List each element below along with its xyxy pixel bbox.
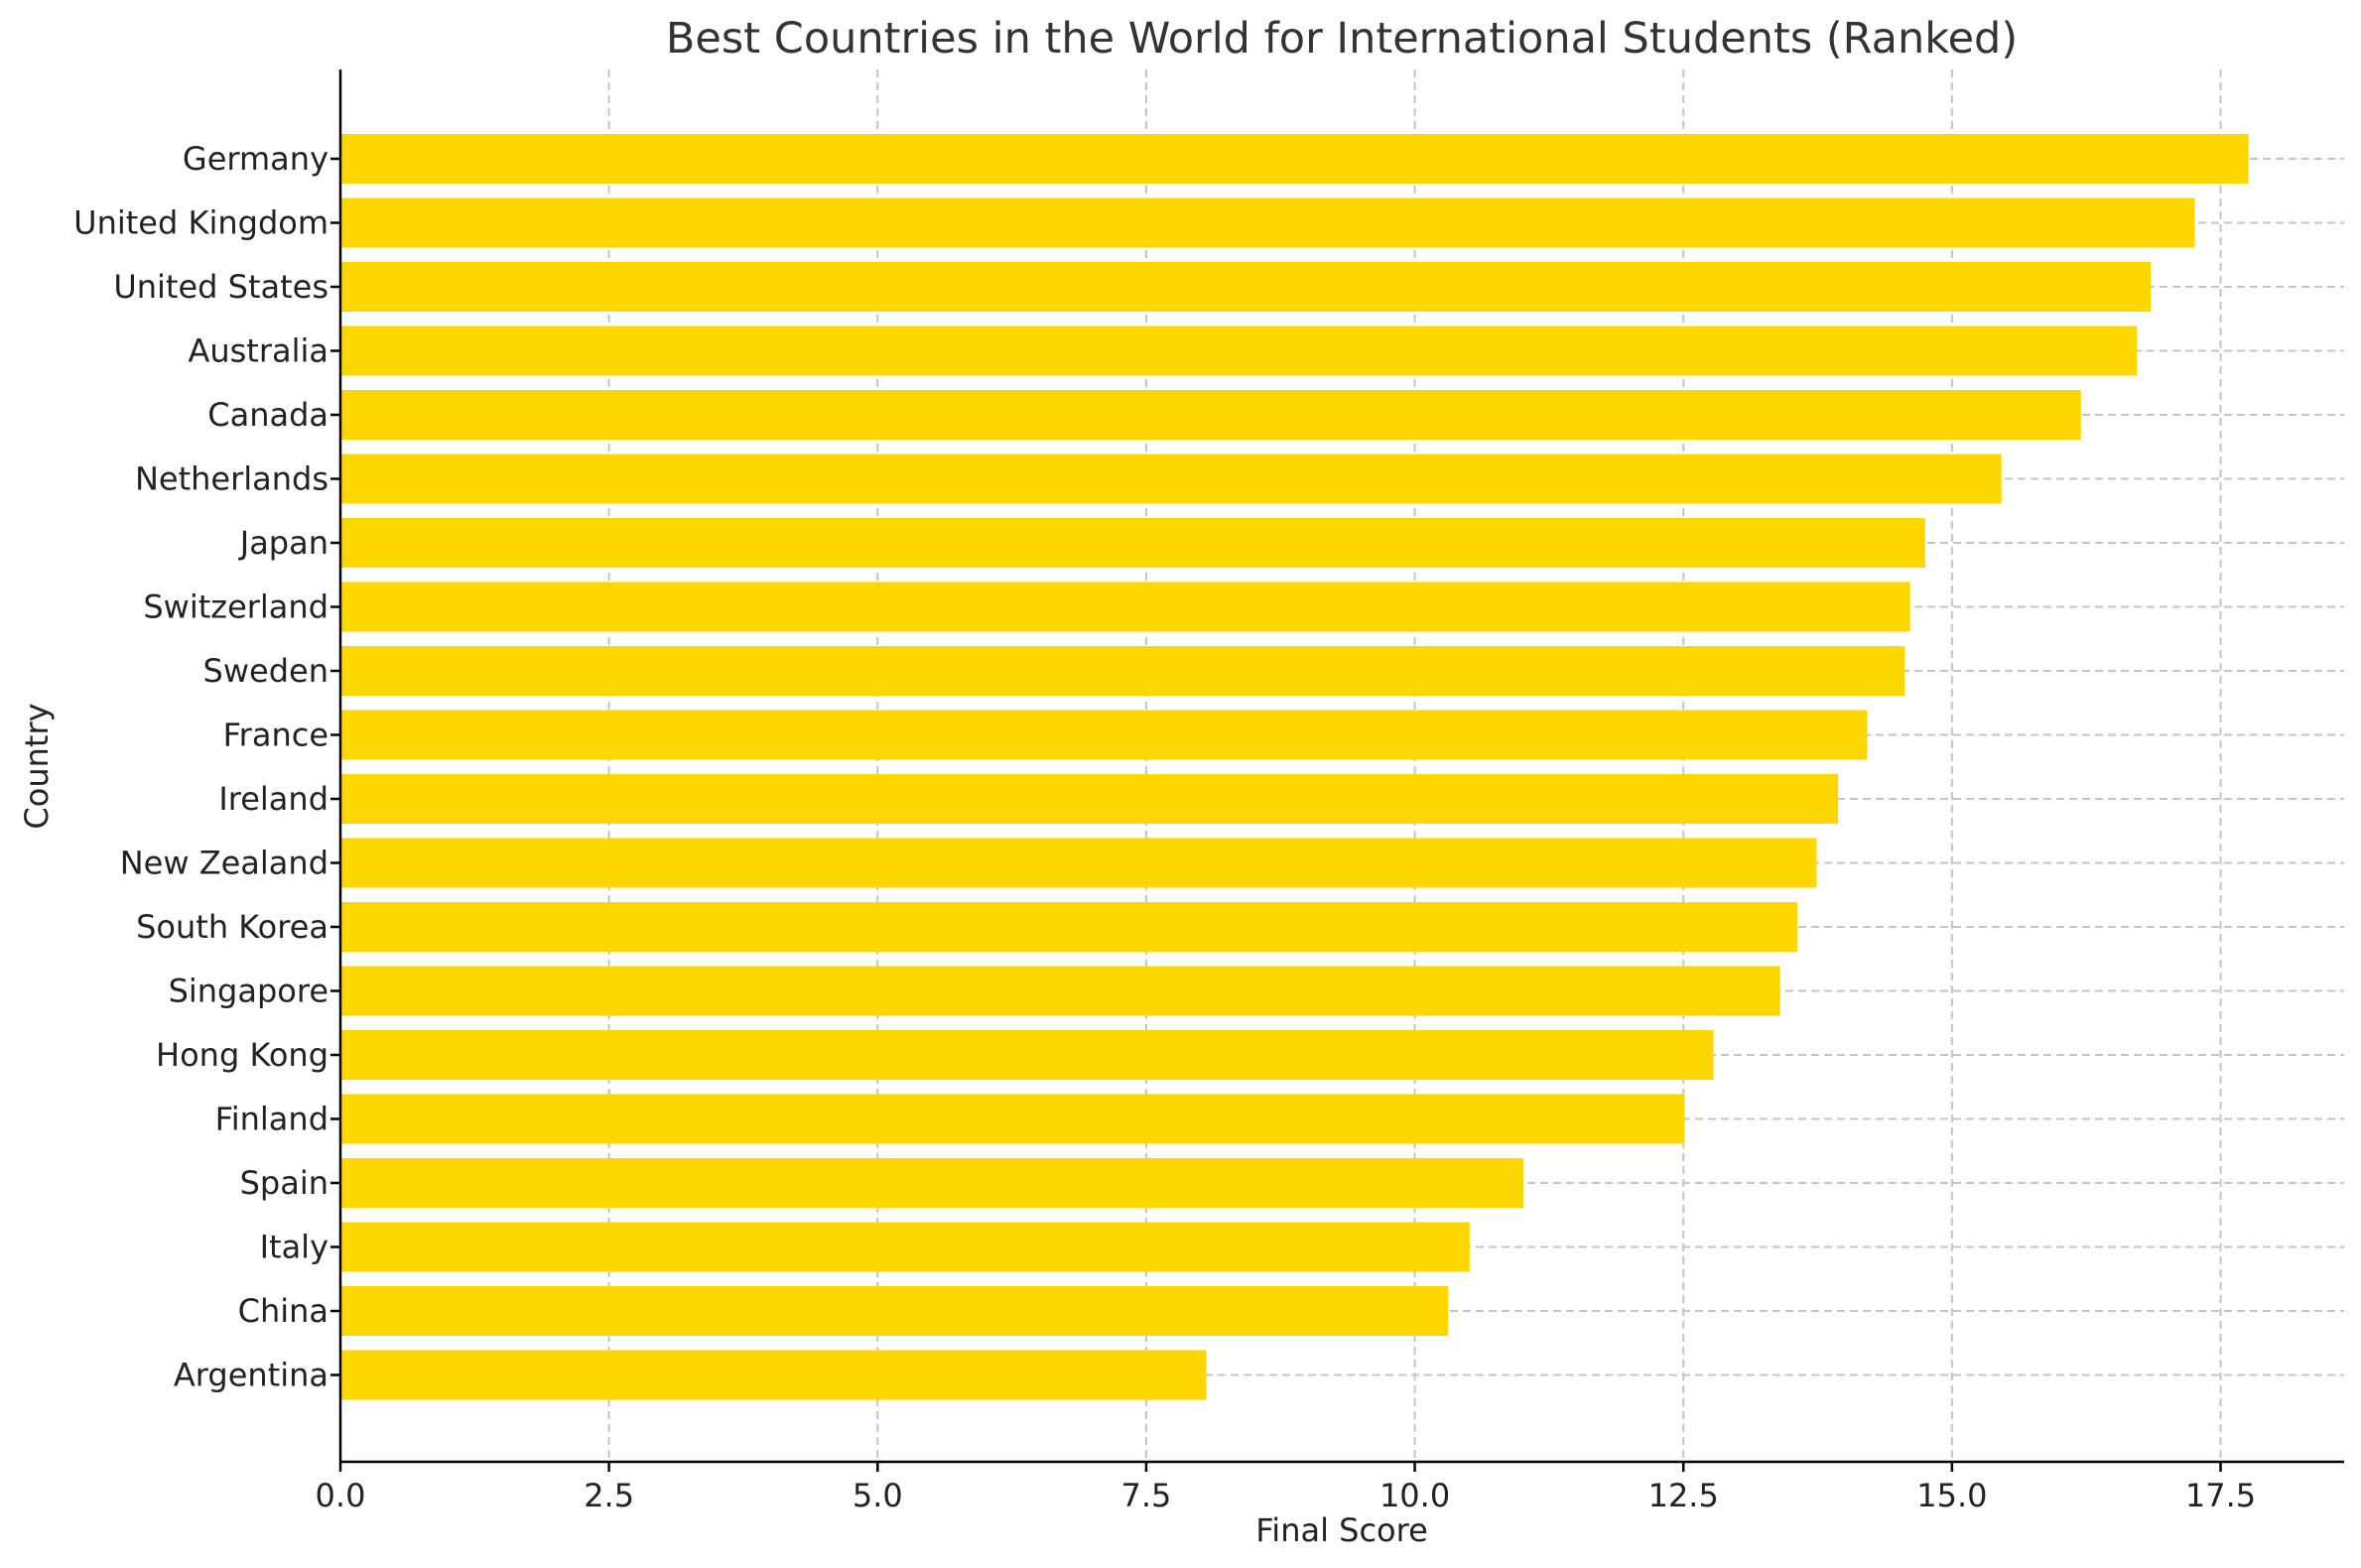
bar-united-states <box>340 262 2152 312</box>
y-tick-label: Spain <box>240 1164 328 1202</box>
y-tick-label: Hong Kong <box>156 1036 328 1074</box>
x-tick-label: 7.5 <box>1120 1477 1171 1514</box>
y-ticks: Germany United Kingdom United States Austra… <box>73 140 340 1394</box>
bar-singapore <box>340 966 1780 1016</box>
x-tick-label: 17.5 <box>2185 1477 2256 1514</box>
bar-australia <box>340 326 2138 376</box>
x-tick-label: 12.5 <box>1648 1477 1719 1514</box>
x-tick-label: 5.0 <box>853 1477 903 1514</box>
bar-germany <box>340 134 2249 184</box>
bar-united-kingdom <box>340 197 2195 248</box>
y-tick-label: Netherlands <box>135 460 328 498</box>
bar-italy <box>340 1222 1470 1272</box>
axes <box>338 69 2344 1464</box>
chart-title: Best Countries in the World for Internat… <box>666 14 2018 64</box>
bar-finland <box>340 1094 1685 1144</box>
bar-south-korea <box>340 902 1797 952</box>
bar-argentina <box>340 1350 1207 1400</box>
y-tick-label: Finland <box>215 1101 328 1138</box>
x-tick-label: 0.0 <box>316 1477 366 1514</box>
y-tick-label: New Zealand <box>120 845 328 882</box>
bar-new-zealand <box>340 838 1817 888</box>
y-tick-label: Japan <box>238 524 328 562</box>
y-tick-label: Argentina <box>174 1357 328 1394</box>
x-tick-label: 10.0 <box>1379 1477 1450 1514</box>
x-tick-label: 15.0 <box>1916 1477 1987 1514</box>
x-axis-label: Final Score <box>1255 1511 1428 1549</box>
y-tick-label: China <box>238 1292 328 1330</box>
y-tick-label: Singapore <box>169 973 328 1010</box>
x-ticks: 0.0 2.5 5.0 7.5 10.0 12.5 15.0 17.5 <box>316 1462 2256 1514</box>
bar-ireland <box>340 774 1839 824</box>
bar-japan <box>340 518 1925 568</box>
y-tick-label: South Korea <box>136 908 328 946</box>
bar-sweden <box>340 646 1905 696</box>
bar-netherlands <box>340 454 2002 504</box>
bar-switzerland <box>340 582 1910 632</box>
y-tick-label: Australia <box>188 332 328 370</box>
y-tick-label: Canada <box>207 396 328 434</box>
y-axis-label: Country <box>18 703 56 829</box>
y-tick-label: France <box>223 717 328 754</box>
bar-hong-kong <box>340 1030 1714 1080</box>
y-tick-label: United States <box>113 268 328 306</box>
y-tick-label: United Kingdom <box>73 204 328 242</box>
bar-canada <box>340 390 2081 440</box>
y-tick-label: Sweden <box>203 652 328 690</box>
y-tick-label: Italy <box>260 1229 328 1266</box>
y-tick-label: Ireland <box>218 780 328 818</box>
bar-spain <box>340 1158 1523 1208</box>
bars <box>340 134 2249 1400</box>
bar-france <box>340 710 1868 760</box>
y-tick-label: Germany <box>183 140 328 178</box>
x-tick-label: 2.5 <box>584 1477 634 1514</box>
y-tick-label: Switzerland <box>143 588 328 626</box>
bar-china <box>340 1286 1449 1336</box>
